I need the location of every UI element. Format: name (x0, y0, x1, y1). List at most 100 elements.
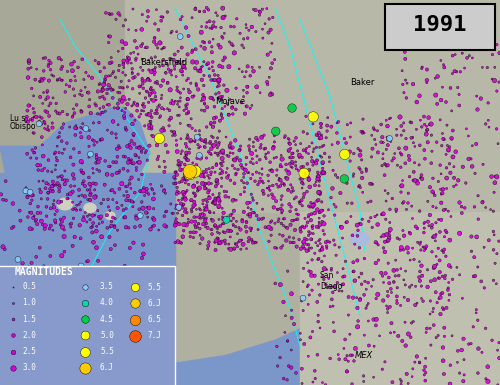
Point (120, 85, 128, 91)
Point (218, 170, 226, 176)
Point (396, 114, 404, 120)
Point (277, 152, 285, 158)
Point (245, 235, 253, 241)
Point (38, 278, 46, 284)
Point (45, 103, 53, 109)
Point (86, 347, 94, 353)
Point (244, 84, 252, 90)
Point (95, 61, 103, 67)
Point (474, 192, 482, 199)
Point (342, 258, 349, 264)
Point (183, 209, 191, 216)
Point (228, 104, 236, 110)
Point (223, 152, 231, 158)
Point (267, 226, 275, 232)
Point (304, 242, 312, 248)
Point (176, 163, 184, 169)
Point (400, 277, 408, 283)
Point (190, 199, 198, 205)
Point (145, 125, 153, 131)
Point (106, 187, 114, 194)
Point (56, 182, 64, 189)
Point (374, 242, 382, 248)
Point (385, 235, 393, 241)
Point (218, 239, 226, 245)
Point (32, 155, 40, 161)
Point (196, 67, 204, 73)
Point (146, 142, 154, 149)
Point (494, 347, 500, 353)
Point (380, 211, 388, 217)
Point (61, 177, 69, 183)
Point (204, 60, 212, 67)
Point (258, 178, 266, 184)
Point (107, 60, 115, 66)
Point (229, 197, 237, 203)
Point (175, 206, 183, 213)
Point (184, 96, 192, 102)
Point (151, 110, 159, 116)
Point (400, 120, 408, 126)
Point (117, 78, 125, 84)
Point (316, 209, 324, 216)
Point (24, 295, 32, 301)
Point (182, 105, 190, 111)
Point (184, 122, 192, 128)
Point (192, 83, 200, 89)
Point (362, 168, 370, 174)
Point (98, 85, 106, 91)
Point (158, 105, 166, 111)
Point (456, 69, 464, 75)
Point (30, 357, 38, 363)
Point (66, 221, 74, 227)
Point (390, 151, 398, 157)
Point (98, 136, 106, 142)
Point (327, 194, 335, 201)
Point (212, 238, 220, 244)
Point (198, 211, 206, 217)
Point (282, 313, 290, 319)
Point (216, 240, 224, 246)
Point (100, 104, 108, 110)
Point (306, 334, 314, 340)
Point (423, 77, 431, 83)
Point (141, 78, 149, 84)
Point (248, 151, 256, 157)
Point (270, 195, 278, 201)
Point (154, 156, 162, 162)
Point (374, 291, 382, 298)
Point (322, 266, 330, 273)
Point (380, 280, 388, 286)
Point (218, 110, 226, 117)
Point (89, 308, 97, 314)
Point (308, 204, 316, 210)
Point (333, 130, 341, 136)
Point (77, 169, 85, 175)
Point (434, 216, 442, 223)
Point (195, 214, 203, 220)
Point (299, 278, 307, 285)
Point (211, 199, 219, 206)
Point (202, 197, 210, 203)
Point (180, 63, 188, 69)
Point (42, 185, 50, 191)
Point (446, 237, 454, 243)
Point (286, 239, 294, 245)
Point (387, 138, 395, 144)
Point (119, 311, 127, 317)
Point (240, 171, 248, 177)
Point (436, 257, 444, 263)
Point (296, 330, 304, 336)
Point (103, 171, 111, 177)
Point (119, 70, 127, 76)
Point (264, 81, 272, 87)
Point (432, 92, 440, 98)
Point (166, 100, 174, 106)
Point (148, 132, 156, 139)
Point (270, 57, 278, 63)
Point (377, 234, 385, 240)
Point (81, 332, 89, 338)
Point (363, 303, 371, 309)
Point (120, 214, 128, 221)
Point (214, 196, 222, 202)
